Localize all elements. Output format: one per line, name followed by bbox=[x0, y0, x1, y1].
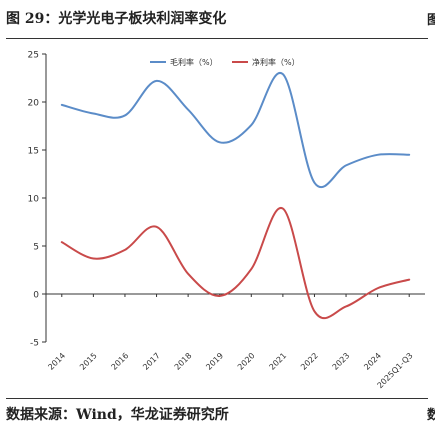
y-tick-label: 10 bbox=[28, 195, 40, 205]
data-source-note: 数据来源：Wind，华龙证券研究所 bbox=[6, 407, 229, 423]
x-tick-label: 2021 bbox=[268, 351, 289, 372]
x-tick-label: 2018 bbox=[173, 351, 194, 372]
y-tick-label: 25 bbox=[28, 51, 39, 61]
y-tick-label: -5 bbox=[30, 339, 39, 349]
x-tick-label: 2023 bbox=[331, 351, 352, 372]
clipped-neighbor-source: 数 bbox=[427, 408, 435, 423]
x-tick-label: 2015 bbox=[78, 351, 99, 372]
y-tick-label: 5 bbox=[33, 243, 39, 253]
x-tick-label: 2016 bbox=[110, 351, 131, 372]
x-tick-label: 2014 bbox=[46, 351, 67, 372]
bottom-divider bbox=[6, 398, 428, 399]
series-line-1 bbox=[60, 72, 411, 188]
legend-label-2: 净利率（%） bbox=[252, 57, 300, 67]
x-tick-label: 2022 bbox=[299, 351, 320, 372]
figure-title: 图 29：光学光电子板块利润率变化 bbox=[6, 11, 227, 27]
top-divider bbox=[6, 38, 428, 39]
x-tick-label: 2024 bbox=[362, 351, 383, 372]
x-tick-label: 2017 bbox=[141, 351, 162, 372]
y-tick-label: 20 bbox=[28, 99, 40, 109]
x-tick-label: 2020 bbox=[236, 351, 257, 372]
y-tick-label: 0 bbox=[33, 291, 39, 301]
legend-label-1: 毛利率（%） bbox=[170, 57, 218, 67]
x-tick-label: 2019 bbox=[204, 351, 225, 372]
y-tick-label: 15 bbox=[28, 147, 39, 157]
series-line-2 bbox=[60, 207, 411, 319]
clipped-neighbor-title: 图 bbox=[427, 13, 435, 28]
profit-margin-line-chart: -5 0 5 10 15 20 25 2014 2015 2016 2017 2018 2019 2020… bbox=[28, 51, 425, 390]
